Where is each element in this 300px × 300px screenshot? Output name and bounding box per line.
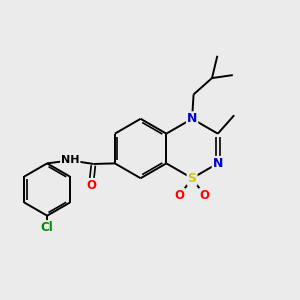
Text: O: O <box>200 189 210 202</box>
Text: S: S <box>188 172 196 185</box>
Text: NH: NH <box>61 155 80 165</box>
Text: Cl: Cl <box>41 221 53 234</box>
Text: O: O <box>86 179 96 192</box>
Text: N: N <box>213 157 223 170</box>
Text: O: O <box>175 189 184 202</box>
Text: N: N <box>187 112 197 125</box>
